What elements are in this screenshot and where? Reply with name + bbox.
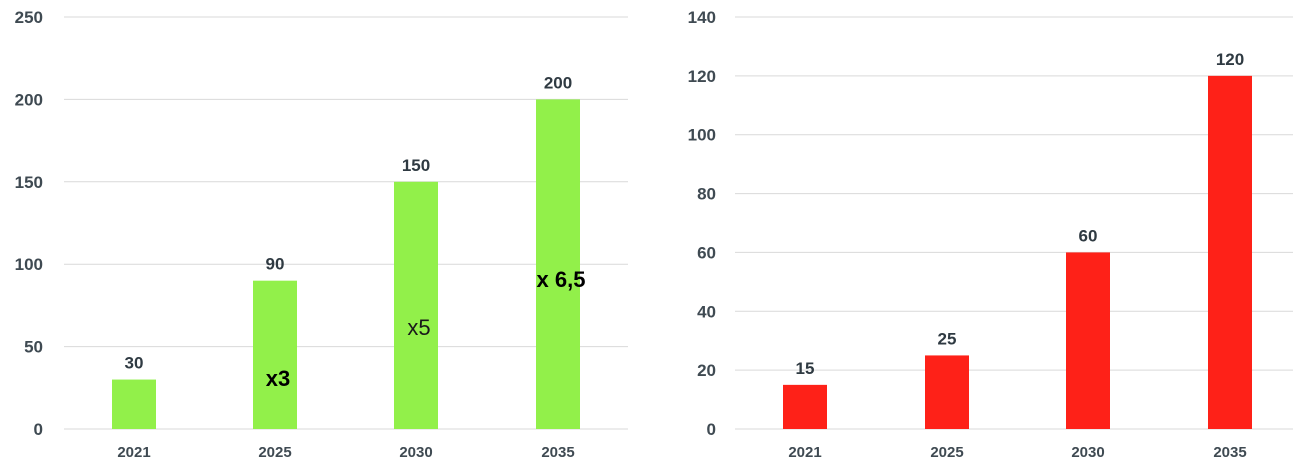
data-label: 150 xyxy=(402,156,430,175)
y-tick-label: 140 xyxy=(688,8,716,27)
y-tick-label: 200 xyxy=(15,90,43,109)
data-label: 60 xyxy=(1079,226,1098,245)
y-tick-label: 120 xyxy=(688,67,716,86)
chart-left: 0 50 100 150 200 250 30 2021 90 2025 150 2030 200 203… xyxy=(15,8,628,461)
y-tick-label: 80 xyxy=(697,185,716,204)
x-tick-label: 2021 xyxy=(117,444,150,461)
y-tick-label: 100 xyxy=(688,126,716,145)
bar-annotation: x3 xyxy=(266,366,290,391)
data-label: 30 xyxy=(125,354,144,373)
x-tick-label: 2025 xyxy=(258,444,291,461)
y-tick-label: 100 xyxy=(15,255,43,274)
data-label: 25 xyxy=(938,329,957,348)
data-label: 120 xyxy=(1216,50,1244,69)
x-tick-label: 2035 xyxy=(541,444,574,461)
bar-2035 xyxy=(1208,75,1252,429)
y-tick-label: 250 xyxy=(15,8,43,27)
bar-2021 xyxy=(783,384,827,429)
bar-2035 xyxy=(536,99,580,430)
x-tick-label: 2035 xyxy=(1213,444,1246,461)
bar-annotation: x5 xyxy=(407,315,430,340)
chart-right-svg: 0 20 40 60 80 100 120 140 15 2021 25 2025 60 2030 120 2… xyxy=(688,8,1293,461)
y-tick-label: 0 xyxy=(34,420,43,439)
x-tick-label: 2030 xyxy=(399,444,432,461)
x-tick-label: 2025 xyxy=(930,444,963,461)
chart-right: 0 20 40 60 80 100 120 140 15 2021 25 2025 60 2030 120 2… xyxy=(650,0,1300,468)
data-label: 200 xyxy=(544,73,572,92)
bar-annotation: x 6,5 xyxy=(537,267,586,292)
x-tick-label: 2021 xyxy=(788,444,821,461)
y-tick-label: 40 xyxy=(697,302,716,321)
chart-left-svg: 0 50 100 150 200 250 30 2021 90 2025 150 2030 200 203… xyxy=(15,8,628,461)
y-tick-label: 150 xyxy=(15,173,43,192)
y-tick-label: 60 xyxy=(697,243,716,262)
bar-2025 xyxy=(253,280,297,429)
data-label: 90 xyxy=(266,255,285,274)
bar-2025 xyxy=(925,355,969,429)
bar-2030 xyxy=(1066,252,1110,429)
bar-2030 xyxy=(394,181,438,429)
y-tick-label: 50 xyxy=(24,338,43,357)
bar-2021 xyxy=(112,379,156,429)
x-tick-label: 2030 xyxy=(1071,444,1104,461)
y-tick-label: 20 xyxy=(697,361,716,380)
data-label: 15 xyxy=(796,359,815,378)
y-tick-label: 0 xyxy=(707,420,716,439)
